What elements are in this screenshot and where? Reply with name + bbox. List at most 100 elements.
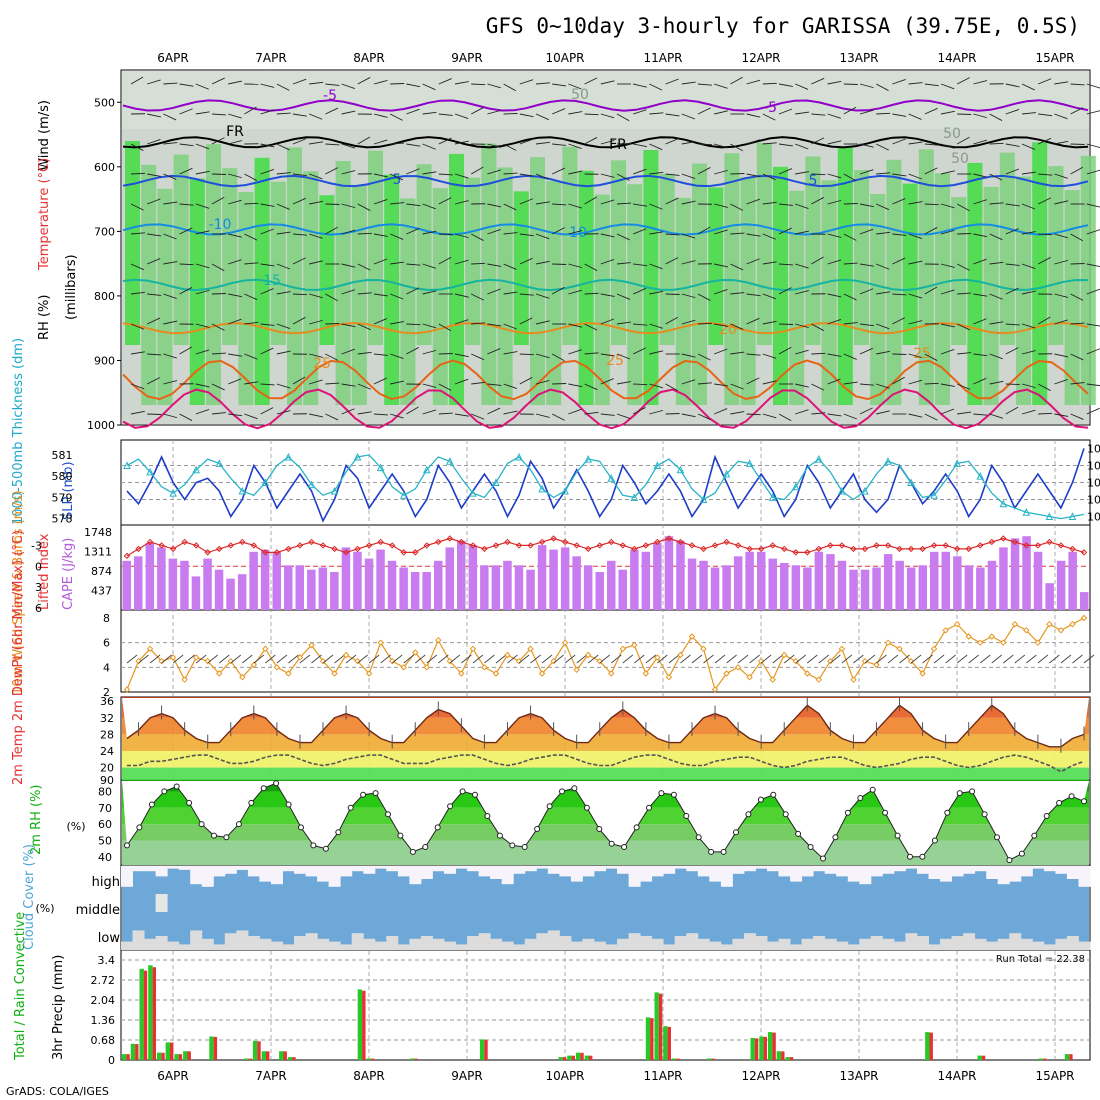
cloud-low-cell bbox=[397, 944, 410, 950]
wind-barb bbox=[147, 353, 162, 356]
wind-barb bbox=[778, 227, 792, 235]
wind-barb bbox=[989, 380, 1004, 385]
wind-barb bbox=[487, 383, 502, 386]
wind-tick-label: 6 bbox=[103, 637, 110, 650]
wind-barb bbox=[130, 263, 144, 271]
wind-barb bbox=[503, 203, 517, 211]
wind-barb bbox=[1037, 257, 1051, 265]
wind-barb bbox=[681, 81, 696, 85]
wind-speed-point bbox=[573, 666, 580, 674]
precip-convective-bar bbox=[135, 1044, 139, 1060]
li-point bbox=[896, 545, 903, 553]
thickness-point bbox=[676, 465, 685, 474]
wind-barb bbox=[827, 259, 842, 265]
isotherm-line bbox=[122, 321, 1089, 335]
rh-point bbox=[795, 830, 802, 837]
wind-barb bbox=[665, 173, 680, 176]
wind-barb bbox=[681, 293, 696, 299]
wind-barb bbox=[390, 233, 404, 240]
date-label-bottom: 14APR bbox=[937, 1069, 976, 1083]
li-point bbox=[827, 542, 834, 549]
cape-bar bbox=[560, 547, 570, 610]
wind-barb bbox=[600, 139, 615, 145]
wind10m-barb bbox=[265, 654, 276, 664]
cape-bar bbox=[791, 565, 801, 610]
wind-barb bbox=[228, 353, 243, 357]
li-point bbox=[181, 538, 188, 546]
cloud-high-cell bbox=[409, 866, 422, 885]
wind-barb bbox=[390, 413, 404, 419]
isotherm-line bbox=[122, 388, 1089, 430]
wind-barb bbox=[1021, 290, 1036, 295]
wind-barb bbox=[195, 383, 210, 388]
wind-barb bbox=[309, 293, 323, 299]
rh-point bbox=[260, 785, 267, 792]
wind-barb bbox=[195, 349, 210, 355]
cloud-middle-cell bbox=[155, 894, 168, 912]
wind-barb bbox=[357, 203, 371, 211]
rh-unit-label: (%) bbox=[66, 820, 85, 833]
date-label-top: 7APR bbox=[255, 51, 286, 65]
wind-barb bbox=[876, 383, 890, 389]
rh-shading-band bbox=[125, 141, 140, 345]
wind-barb bbox=[957, 292, 972, 295]
wind-barb bbox=[1086, 407, 1100, 415]
chart-title: GFS 0~10day 3-hourly for GARISSA (39.75E… bbox=[486, 14, 1080, 38]
precip-total-bar bbox=[479, 1039, 485, 1060]
wind-barb bbox=[989, 321, 1004, 325]
li-tick-label: 3 bbox=[35, 581, 42, 594]
wind-barb bbox=[989, 113, 1003, 121]
cloud-low-cell bbox=[594, 941, 606, 950]
cloud-high-cell bbox=[1078, 866, 1091, 887]
rh-shading-band bbox=[351, 184, 367, 405]
wind-barb bbox=[876, 231, 891, 235]
temperature-2m-axis-title: 2m Temp 2m DewPt (6hr Min/Max) (°C) bbox=[11, 530, 26, 785]
wind-barb bbox=[892, 198, 906, 205]
wind10m-barb bbox=[945, 654, 956, 664]
precip-total-bar bbox=[785, 1057, 790, 1060]
wind-barb bbox=[341, 263, 356, 268]
wind-barb bbox=[454, 200, 469, 205]
wind-barb bbox=[390, 173, 404, 181]
li-point bbox=[608, 538, 615, 546]
wind-barb bbox=[244, 233, 258, 241]
cloud-low-cell bbox=[294, 936, 306, 950]
wind-barb bbox=[859, 203, 874, 208]
cloud-low-cell bbox=[178, 944, 191, 950]
cape-bar bbox=[872, 567, 881, 610]
wind-barb bbox=[309, 233, 323, 239]
rh-tick-label: 50 bbox=[98, 834, 112, 847]
wind-speed-point bbox=[1034, 639, 1042, 646]
wind-barb bbox=[535, 293, 550, 299]
wind-barb bbox=[649, 323, 663, 329]
isotherm-label: -5 bbox=[763, 100, 777, 116]
wind-barb bbox=[843, 381, 858, 385]
cloud-low-cell bbox=[386, 936, 399, 950]
cape-bar bbox=[503, 560, 512, 610]
wind-barb bbox=[843, 353, 857, 360]
wind-barb bbox=[778, 108, 793, 115]
wind10m-barb bbox=[322, 654, 334, 664]
rh-shading-band bbox=[918, 149, 934, 405]
wind-barb bbox=[1038, 412, 1053, 415]
cloud-row-middle: middle bbox=[76, 903, 120, 918]
wind-barb bbox=[551, 413, 565, 421]
cloud-high-cell bbox=[294, 866, 306, 874]
wind-barb bbox=[989, 413, 1004, 419]
wind-barb bbox=[730, 232, 745, 235]
wind-barb bbox=[503, 232, 518, 235]
millibars-axis-title: (millibars) bbox=[64, 254, 79, 320]
cape-bar bbox=[1045, 583, 1054, 610]
precip-convective-bar bbox=[562, 1057, 567, 1060]
li-point bbox=[757, 545, 765, 553]
rh-point bbox=[273, 780, 280, 787]
cape-axis-title: CAPE (J/kg) bbox=[61, 538, 76, 610]
wind-barb bbox=[600, 353, 615, 357]
precip-convective-bar bbox=[370, 1058, 375, 1060]
wind-barb bbox=[422, 290, 437, 295]
wind-barb bbox=[163, 233, 177, 240]
wind-speed-point bbox=[1057, 627, 1065, 634]
wind-barb bbox=[697, 413, 711, 421]
li-point bbox=[308, 538, 315, 546]
thickness-point bbox=[653, 461, 662, 469]
